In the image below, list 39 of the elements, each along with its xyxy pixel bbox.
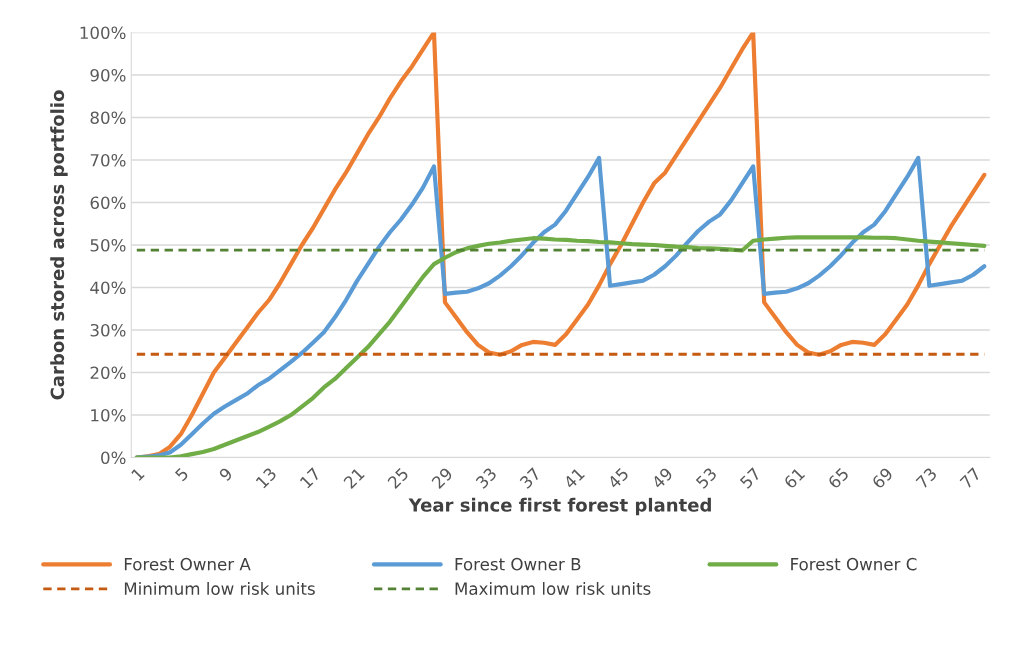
y-axis-title: Carbon stored across portfolio bbox=[50, 90, 68, 400]
x-tick-label: 49 bbox=[650, 466, 674, 490]
x-tick-label: 1 bbox=[130, 467, 145, 482]
x-tick-label: 9 bbox=[218, 466, 234, 482]
x-tick-label: 13 bbox=[255, 467, 278, 489]
x-tick-label: 61 bbox=[783, 467, 806, 490]
y-tick-label: 80% bbox=[90, 111, 126, 125]
y-tick-label: 10% bbox=[91, 409, 126, 422]
line-series bbox=[134, 32, 987, 458]
y-tick-label: 60% bbox=[90, 196, 126, 210]
x-tick-label: 21 bbox=[343, 467, 365, 489]
x-tick-label: 37 bbox=[519, 467, 542, 490]
y-tick-label: 70% bbox=[90, 153, 126, 167]
x-tick-label: 33 bbox=[475, 467, 498, 490]
y-tick-label: 50% bbox=[90, 238, 126, 252]
y-tick-label: 90% bbox=[90, 68, 126, 82]
y-tick-label: 0% bbox=[101, 451, 126, 465]
legend-label: Forest Owner C bbox=[791, 557, 917, 571]
x-tick-label: 17 bbox=[299, 467, 321, 489]
x-tick-label: 73 bbox=[915, 467, 938, 490]
x-tick-label: 65 bbox=[827, 467, 850, 490]
x-tick-label: 45 bbox=[607, 467, 630, 490]
legend-label: Maximum low risk units bbox=[455, 582, 651, 595]
y-tick-label: 40% bbox=[90, 281, 126, 295]
y-tick-label: 20% bbox=[90, 366, 126, 380]
x-tick-label: 25 bbox=[387, 467, 410, 490]
x-tick-label: 53 bbox=[695, 467, 718, 490]
x-tick-label: 57 bbox=[739, 467, 762, 490]
x-tick-label: 69 bbox=[871, 466, 894, 490]
x-tick-label: 29 bbox=[431, 466, 454, 490]
legend-label: Forest Owner A bbox=[124, 557, 251, 571]
x-tick-label: 5 bbox=[174, 467, 189, 482]
y-tick-label: 30% bbox=[90, 323, 126, 337]
x-axis-title: Year since first forest planted bbox=[408, 497, 711, 516]
y-tick-label: 100% bbox=[80, 26, 126, 40]
legend-label: Minimum low risk units bbox=[124, 582, 315, 595]
x-tick-label: 77 bbox=[959, 467, 982, 489]
legend-label: Forest Owner B bbox=[455, 557, 581, 571]
x-tick-label: 41 bbox=[563, 467, 585, 490]
